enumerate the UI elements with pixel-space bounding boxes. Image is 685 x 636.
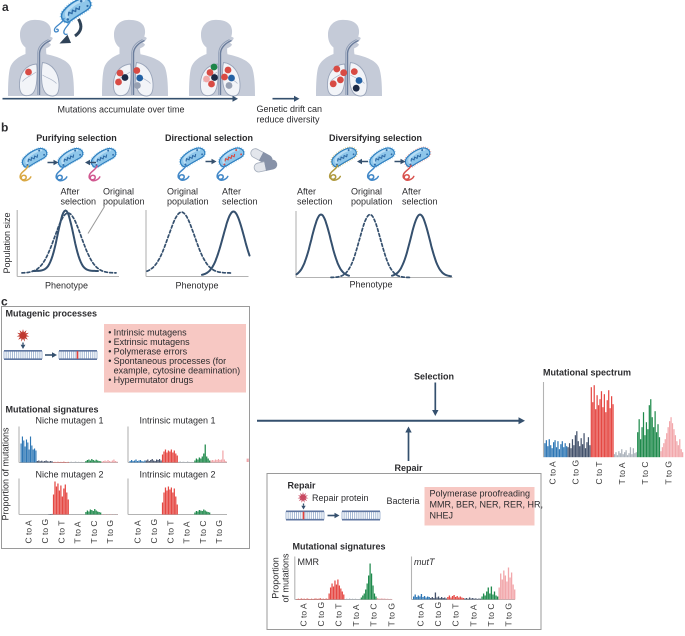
- svg-text:•: •: [108, 347, 111, 357]
- svg-text:Selection: Selection: [414, 372, 454, 382]
- svg-text:C to T: C to T: [165, 521, 175, 544]
- svg-text:Phenotype: Phenotype: [175, 281, 218, 291]
- svg-text:Mutational signatures: Mutational signatures: [6, 405, 99, 415]
- svg-text:selection: selection: [297, 197, 333, 207]
- svg-text:Diversifying selection: Diversifying selection: [329, 133, 422, 143]
- svg-text:Proportion: Proportion: [271, 557, 281, 599]
- svg-text:C to A: C to A: [24, 520, 34, 543]
- svg-text:C to T: C to T: [594, 462, 604, 485]
- svg-text:Repair: Repair: [288, 481, 317, 491]
- svg-text:Phenotype: Phenotype: [349, 280, 392, 290]
- svg-text:T to A: T to A: [182, 521, 192, 543]
- svg-text:population: population: [167, 197, 209, 207]
- svg-text:C to G: C to G: [571, 460, 581, 485]
- svg-text:•: •: [108, 356, 111, 366]
- svg-text:a: a: [2, 0, 9, 14]
- svg-text:T to A: T to A: [73, 521, 83, 543]
- svg-text:T to A: T to A: [468, 604, 478, 626]
- svg-text:Phenotype: Phenotype: [45, 281, 88, 291]
- svg-text:Original: Original: [351, 187, 382, 197]
- svg-text:Extrinsic mutagens: Extrinsic mutagens: [114, 337, 191, 347]
- svg-text:Repair: Repair: [394, 463, 423, 473]
- svg-text:Purifying selection: Purifying selection: [36, 133, 117, 143]
- svg-text:NHEJ: NHEJ: [430, 511, 454, 521]
- svg-text:Mutational spectrum: Mutational spectrum: [543, 368, 631, 378]
- svg-text:of mutations: of mutations: [281, 553, 291, 603]
- svg-text:T to G: T to G: [386, 603, 396, 626]
- svg-text:T to G: T to G: [214, 520, 224, 543]
- svg-text:T to C: T to C: [486, 604, 496, 627]
- svg-text:selection: selection: [222, 197, 258, 207]
- svg-text:T to C: T to C: [369, 604, 379, 627]
- svg-text:MMR: MMR: [298, 557, 320, 567]
- svg-text:After: After: [402, 187, 421, 197]
- svg-text:Bacteria: Bacteria: [387, 496, 420, 506]
- svg-text:C to G: C to G: [149, 519, 159, 544]
- svg-text:T to A: T to A: [351, 604, 361, 626]
- svg-text:T to C: T to C: [198, 521, 208, 544]
- svg-text:Intrinsic mutagens: Intrinsic mutagens: [114, 328, 188, 338]
- svg-text:C to G: C to G: [433, 602, 443, 627]
- svg-text:C to G: C to G: [40, 519, 50, 544]
- svg-text:C to A: C to A: [133, 520, 143, 543]
- svg-text:reduce diversity: reduce diversity: [257, 115, 321, 125]
- svg-text:Polymerase errors: Polymerase errors: [114, 347, 188, 357]
- svg-text:After: After: [222, 187, 241, 197]
- svg-text:T to G: T to G: [504, 603, 514, 626]
- svg-text:T to G: T to G: [663, 461, 673, 484]
- svg-text:T to G: T to G: [105, 520, 115, 543]
- svg-text:Repair protein: Repair protein: [312, 493, 369, 503]
- svg-text:Genetic drift can: Genetic drift can: [257, 104, 323, 114]
- svg-text:C to A: C to A: [416, 603, 426, 626]
- svg-text:C to G: C to G: [316, 602, 326, 627]
- svg-text:Mutagenic processes: Mutagenic processes: [6, 309, 98, 319]
- svg-text:C to A: C to A: [298, 603, 308, 626]
- svg-text:C to T: C to T: [451, 604, 461, 627]
- svg-text:T to C: T to C: [640, 462, 650, 485]
- svg-text:c: c: [1, 295, 8, 309]
- svg-text:Population size: Population size: [2, 212, 12, 273]
- svg-text:population: population: [103, 197, 145, 207]
- svg-text:population: population: [351, 197, 393, 207]
- svg-text:Proportion of mutations: Proportion of mutations: [1, 427, 11, 521]
- svg-text:b: b: [1, 121, 8, 135]
- svg-text:Niche mutagen 1: Niche mutagen 1: [35, 415, 103, 425]
- svg-text:T to A: T to A: [617, 462, 627, 484]
- svg-text:Original: Original: [103, 187, 134, 197]
- svg-text:selection: selection: [402, 197, 438, 207]
- svg-text:Mutational signatures: Mutational signatures: [293, 542, 386, 552]
- svg-text:T to C: T to C: [89, 521, 99, 544]
- svg-text:mutT: mutT: [414, 557, 436, 567]
- svg-text:C to A: C to A: [547, 461, 557, 484]
- svg-text:After: After: [297, 187, 316, 197]
- svg-text:example, cytosine deamination): example, cytosine deamination): [114, 366, 241, 376]
- svg-text:Directional selection: Directional selection: [165, 133, 253, 143]
- svg-text:Hypermutator drugs: Hypermutator drugs: [114, 375, 194, 385]
- svg-text:•: •: [108, 375, 111, 385]
- svg-text:MMR, BER, NER, RER, HR,: MMR, BER, NER, RER, HR,: [430, 500, 544, 510]
- svg-text:Niche mutagen 2: Niche mutagen 2: [35, 470, 103, 480]
- svg-text:C to T: C to T: [56, 521, 66, 544]
- svg-text:•: •: [108, 337, 111, 347]
- svg-text:Polymerase proofreading: Polymerase proofreading: [430, 489, 531, 499]
- svg-text:After: After: [61, 187, 80, 197]
- svg-text:Intrinsic mutagen 2: Intrinsic mutagen 2: [139, 470, 215, 480]
- svg-text:Mutations accumulate over time: Mutations accumulate over time: [57, 104, 184, 114]
- svg-text:C to T: C to T: [334, 604, 344, 627]
- svg-text:Original: Original: [167, 187, 198, 197]
- svg-text:selection: selection: [61, 197, 97, 207]
- svg-text:•: •: [108, 328, 111, 338]
- svg-text:Intrinsic mutagen 1: Intrinsic mutagen 1: [139, 415, 215, 425]
- svg-text:Spontaneous processes (for: Spontaneous processes (for: [114, 356, 227, 366]
